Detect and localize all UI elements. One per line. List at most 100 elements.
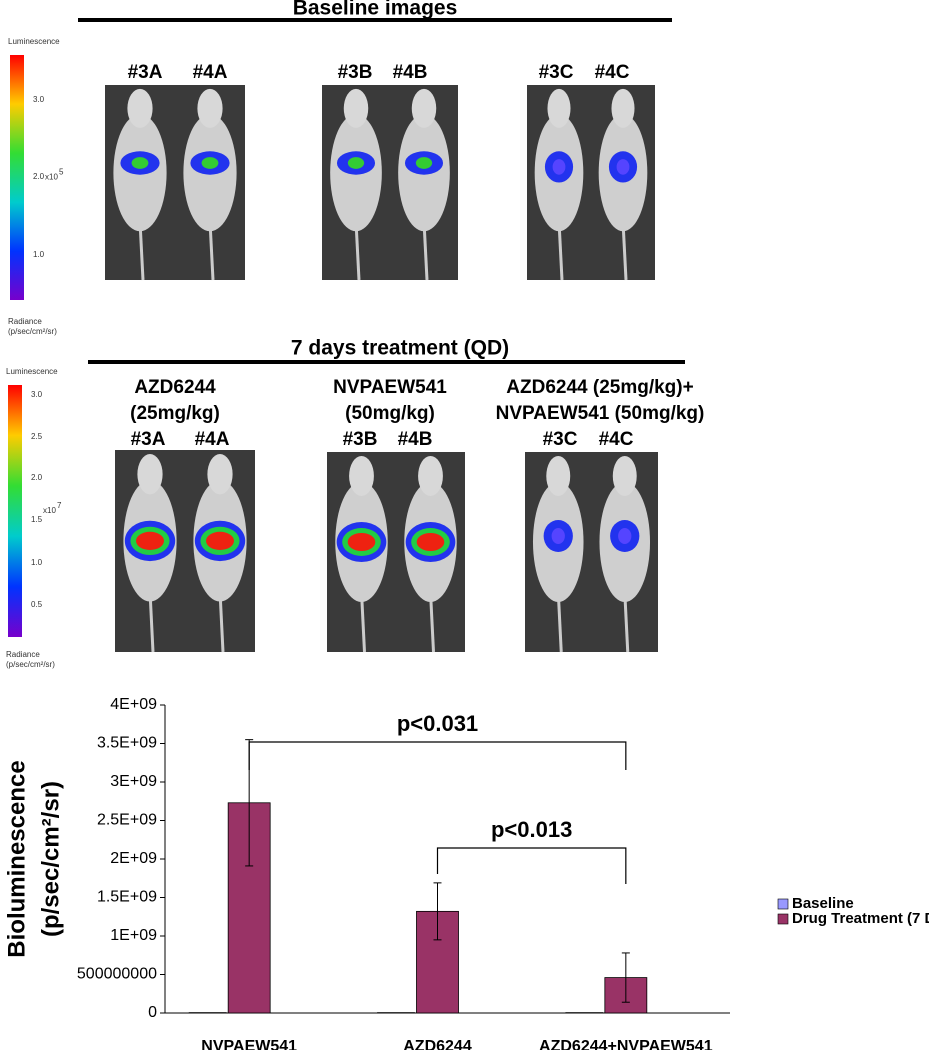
signal — [131, 157, 149, 169]
mouse-head — [612, 456, 637, 496]
panel-title: 7 days treatment (QD) — [291, 337, 509, 360]
mouse-head — [546, 456, 571, 496]
tail — [557, 221, 564, 281]
legend-swatch — [777, 913, 789, 925]
signal — [136, 531, 164, 550]
tail — [138, 221, 145, 281]
mouse-id: #4A — [195, 429, 230, 450]
colorbar-tick: 3.0 — [33, 95, 45, 104]
y-tick-label: 2E+09 — [110, 850, 157, 867]
mouse-id: #4A — [193, 62, 228, 83]
mouse-head — [137, 454, 163, 495]
colorbar-tick: 1.0 — [31, 558, 43, 567]
colorbar-tick: 3.0 — [31, 390, 43, 399]
drug-label: NVPAEW541 — [333, 377, 447, 398]
tail — [354, 221, 361, 281]
y-tick-label: 2.5E+09 — [97, 812, 157, 829]
colorbar-tick: 2.0 — [33, 172, 45, 181]
y-tick-label: 1E+09 — [110, 927, 157, 944]
colorbar — [10, 55, 24, 300]
error-bar — [621, 952, 630, 1003]
mouse-head — [127, 88, 153, 128]
signal — [616, 159, 630, 175]
colorbar — [8, 385, 22, 637]
tail — [148, 591, 155, 653]
y-axis-label: Bioluminescence — [3, 760, 30, 957]
signal — [206, 531, 234, 550]
bracket — [436, 847, 627, 884]
y-tick-label: 500000000 — [77, 966, 157, 983]
p-value: p<0.031 — [397, 711, 478, 736]
mouse-id: #4B — [398, 429, 433, 450]
signal — [416, 533, 445, 551]
colorbar-unit: Radiance — [6, 650, 40, 659]
colorbar-multiplier: x10 — [45, 173, 58, 182]
p-value: p<0.013 — [491, 817, 572, 842]
colorbar-unit: (p/sec/cm²/sr) — [6, 660, 55, 669]
drug-label: AZD6244 (25mg/kg)+ — [506, 377, 693, 398]
mouse-head — [197, 88, 223, 128]
bracket — [248, 741, 627, 770]
mouse-head — [343, 88, 369, 128]
mouse-head — [418, 456, 443, 496]
colorbar-unit: Radiance — [8, 317, 42, 326]
x-tick-label: AZD6244 — [403, 1038, 472, 1050]
colorbar-tick: 0.5 — [31, 600, 43, 609]
tail — [623, 591, 630, 653]
y-tick-label: 0 — [148, 1004, 157, 1021]
colorbar-tick: 2.5 — [31, 432, 43, 441]
mouse-id: #3B — [338, 62, 373, 83]
tail — [208, 221, 215, 281]
drug-label: NVPAEW541 (50mg/kg) — [496, 403, 705, 424]
drug-label: AZD6244 — [134, 377, 216, 398]
mouse-head — [207, 454, 233, 495]
colorbar-tick: 1.5 — [31, 515, 43, 524]
tail — [556, 591, 563, 653]
mouse-head — [611, 88, 635, 128]
mouse-head — [411, 88, 437, 128]
colorbar-tick: 1.0 — [33, 250, 45, 259]
signal — [347, 157, 365, 169]
legend-swatch — [777, 898, 789, 910]
legend-label: Drug Treatment (7 Days) — [792, 910, 929, 927]
signal — [415, 157, 433, 169]
colorbar-exponent: 5 — [59, 168, 64, 177]
mouse-head — [547, 88, 571, 128]
colorbar-title: Luminescence — [6, 367, 58, 376]
colorbar-multiplier: x10 — [43, 506, 56, 515]
colorbar-tick: 2.0 — [31, 473, 43, 482]
mouse-id: #4C — [599, 429, 634, 450]
drug-label: (50mg/kg) — [345, 403, 435, 424]
mouse-id: #4C — [595, 62, 630, 83]
x-tick-label: AZD6244+NVPAEW541 — [539, 1038, 713, 1050]
tail — [429, 591, 435, 653]
y-tick-label: 3E+09 — [110, 773, 157, 790]
signal — [201, 157, 219, 169]
error-bar — [433, 882, 442, 941]
x-tick-label: NVPAEW541 — [201, 1038, 297, 1050]
tail — [360, 591, 366, 653]
signal — [552, 159, 566, 175]
colorbar-unit: (p/sec/cm²/sr) — [8, 327, 57, 336]
mouse-id: #3B — [343, 429, 378, 450]
mouse-id: #3A — [128, 62, 163, 83]
mouse-id: #4B — [393, 62, 428, 83]
mouse-id: #3A — [131, 429, 166, 450]
signal — [618, 528, 632, 544]
mouse-id: #3C — [543, 429, 578, 450]
tail — [422, 221, 429, 281]
tail — [621, 221, 628, 281]
legend-label: Baseline — [792, 895, 854, 912]
y-tick-label: 1.5E+09 — [97, 889, 157, 906]
tail — [218, 591, 225, 653]
signal — [347, 533, 376, 551]
mouse-head — [349, 456, 374, 496]
y-tick-label: 4E+09 — [110, 696, 157, 713]
drug-label: (25mg/kg) — [130, 403, 220, 424]
colorbar-exponent: 7 — [57, 501, 62, 510]
y-tick-label: 3.5E+09 — [97, 735, 157, 752]
mouse-id: #3C — [539, 62, 574, 83]
signal — [551, 528, 565, 544]
colorbar-title: Luminescence — [8, 37, 60, 46]
